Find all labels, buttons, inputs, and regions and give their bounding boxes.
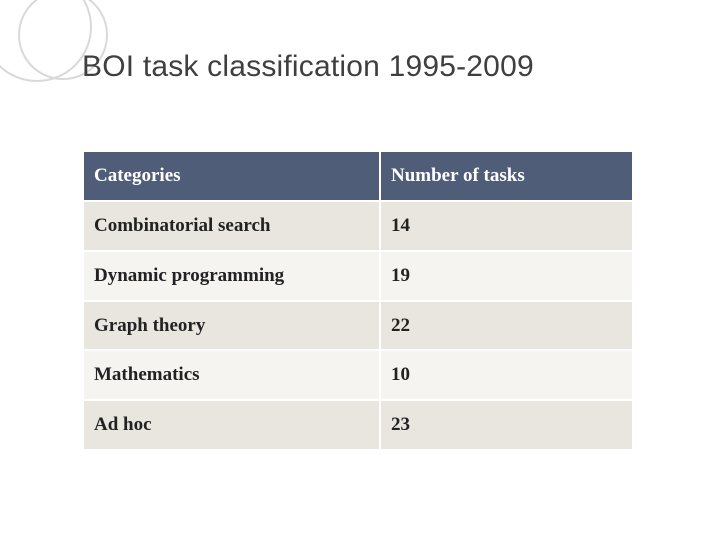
cell-category: Combinatorial search (83, 201, 380, 251)
cell-number: 19 (380, 251, 633, 301)
table-row: Dynamic programming 19 (83, 251, 633, 301)
slide-title: BOI task classification 1995-2009 (82, 50, 534, 84)
col-header-categories: Categories (83, 151, 380, 201)
table-row: Graph theory 22 (83, 301, 633, 351)
table-row: Mathematics 10 (83, 350, 633, 400)
cell-category: Mathematics (83, 350, 380, 400)
cell-number: 23 (380, 400, 633, 450)
table-row: Ad hoc 23 (83, 400, 633, 450)
col-header-number: Number of tasks (380, 151, 633, 201)
classification-table: Categories Number of tasks Combinatorial… (82, 150, 634, 451)
cell-number: 22 (380, 301, 633, 351)
cell-category: Graph theory (83, 301, 380, 351)
cell-category: Dynamic programming (83, 251, 380, 301)
cell-number: 14 (380, 201, 633, 251)
classification-table-wrap: Categories Number of tasks Combinatorial… (82, 150, 634, 451)
cell-category: Ad hoc (83, 400, 380, 450)
cell-number: 10 (380, 350, 633, 400)
table-row: Combinatorial search 14 (83, 201, 633, 251)
table-header-row: Categories Number of tasks (83, 151, 633, 201)
